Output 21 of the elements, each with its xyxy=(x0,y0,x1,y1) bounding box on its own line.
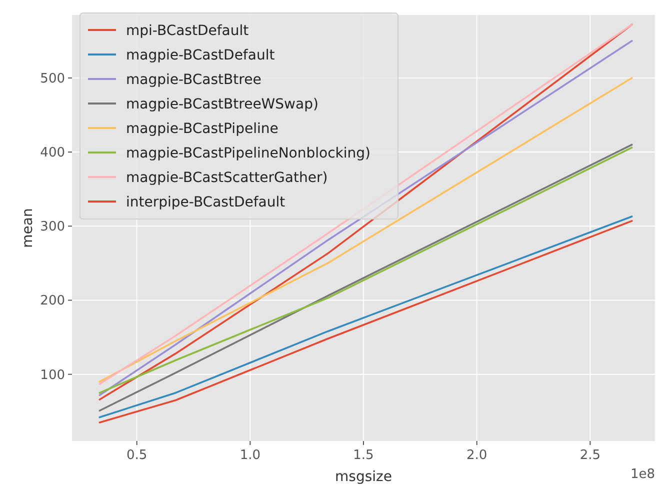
y-tick-label: 300 xyxy=(40,220,65,235)
legend-label: mpi-BCastDefault xyxy=(126,23,250,39)
x-tick-label: 0.5 xyxy=(126,448,148,463)
legend-label: magpie-BCastPipelineNonblocking) xyxy=(126,146,371,162)
legend-label: magpie-BCastPipeline xyxy=(126,121,278,137)
legend-label: magpie-BCastBtree xyxy=(126,72,262,88)
x-axis-title: msgsize xyxy=(335,469,392,485)
legend-label: magpie-BCastBtreeWSwap) xyxy=(126,96,318,112)
y-axis-title: mean xyxy=(20,208,36,248)
x-tick-label: 1.5 xyxy=(353,448,374,463)
y-tick-label: 500 xyxy=(40,71,65,86)
legend-label: interpipe-BCastDefault xyxy=(126,194,286,210)
y-tick-label: 400 xyxy=(40,146,65,161)
y-tick-label: 100 xyxy=(40,368,65,383)
x-tick-label: 2.0 xyxy=(466,448,488,463)
legend-label: magpie-BCastDefault xyxy=(126,48,276,64)
legend-label: magpie-BCastScatterGather) xyxy=(126,170,328,186)
x-tick-label: 1.0 xyxy=(240,448,261,463)
x-tick-label: 2.5 xyxy=(580,448,601,463)
text: 1e8 xyxy=(630,467,655,482)
y-tick-label: 200 xyxy=(40,294,65,309)
